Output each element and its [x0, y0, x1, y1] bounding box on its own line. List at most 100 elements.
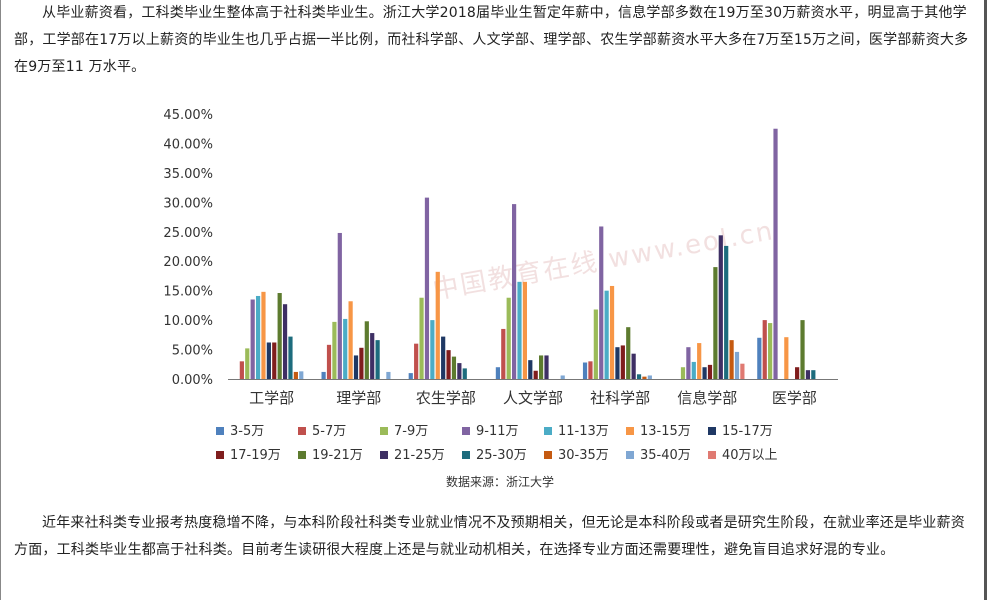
- bar: [364, 321, 369, 379]
- bar: [768, 323, 773, 379]
- legend-label: 25-30万: [476, 448, 527, 463]
- bar: [506, 297, 511, 379]
- bar: [642, 376, 647, 379]
- legend-label: 30-35万: [558, 448, 609, 463]
- y-tick-label: 45.00%: [163, 108, 213, 123]
- legend-swatch: [708, 427, 716, 435]
- left-border: [0, 0, 1, 600]
- legend-swatch: [626, 451, 634, 459]
- bar: [424, 197, 430, 379]
- bar: [691, 361, 696, 379]
- bar: [609, 285, 615, 379]
- y-tick-label: 5.00%: [172, 344, 213, 359]
- bar: [414, 343, 419, 379]
- legend-label: 17-19万: [230, 448, 281, 463]
- y-tick-label: 25.00%: [163, 226, 213, 241]
- bar: [288, 336, 293, 379]
- bar: [631, 353, 636, 379]
- bar: [261, 291, 266, 379]
- right-border: [984, 0, 987, 600]
- y-tick-label: 20.00%: [163, 255, 213, 270]
- bar: [757, 337, 762, 379]
- bar: [729, 340, 734, 379]
- legend-label: 5-7万: [312, 424, 346, 439]
- bar: [446, 350, 451, 379]
- y-tick-label: 15.00%: [163, 285, 213, 300]
- bar: [680, 367, 686, 379]
- bar: [457, 363, 462, 379]
- bar: [582, 362, 588, 379]
- y-tick-label: 40.00%: [163, 137, 213, 152]
- bar: [299, 371, 304, 379]
- bar: [707, 364, 713, 379]
- bar: [419, 297, 424, 379]
- bar: [686, 347, 691, 379]
- bar: [408, 373, 413, 379]
- x-tick-label: 信息学部: [677, 389, 737, 407]
- legend-swatch: [544, 451, 552, 459]
- bar: [326, 344, 332, 379]
- bar: [697, 343, 702, 379]
- bar: [762, 320, 767, 379]
- bar: [636, 374, 642, 379]
- bar: [272, 342, 277, 379]
- legend-label: 15-17万: [722, 424, 773, 439]
- bar: [343, 318, 348, 379]
- bar: [528, 360, 533, 379]
- legend-label: 9-11万: [476, 424, 519, 439]
- bar: [359, 347, 364, 379]
- bar: [615, 347, 620, 379]
- y-tick-label: 0.00%: [172, 373, 213, 388]
- bar: [501, 328, 506, 379]
- legend-swatch: [462, 427, 470, 435]
- bar: [512, 204, 517, 379]
- closing-paragraph: 近年来社科类专业报考热度稳增不降，与本科阶段社科类专业就业情况不及预期相关，但无…: [14, 515, 965, 558]
- x-tick-label: 农生学部: [416, 389, 476, 407]
- bar: [599, 226, 604, 379]
- bar: [321, 371, 326, 379]
- bar: [370, 333, 375, 379]
- bar: [713, 267, 718, 379]
- bar: [239, 361, 244, 379]
- legend-label: 7-9万: [394, 424, 428, 439]
- legend-swatch: [298, 451, 306, 459]
- bar: [734, 351, 740, 379]
- legend-swatch: [626, 427, 634, 435]
- bar: [620, 345, 625, 379]
- intro-paragraph: 从毕业薪资看，工科类毕业生整体高于社科类毕业生。浙江大学2018届毕业生暂定年薪…: [14, 5, 969, 75]
- bar: [441, 336, 446, 379]
- legend-swatch: [216, 451, 224, 459]
- legend-label: 13-15万: [640, 424, 691, 439]
- legend-label: 11-13万: [558, 424, 609, 439]
- bar: [522, 281, 527, 379]
- bar: [773, 128, 778, 379]
- bar: [293, 371, 298, 379]
- bar: [282, 304, 288, 379]
- bar: [805, 370, 811, 379]
- bar: [539, 355, 544, 379]
- bar: [375, 340, 380, 379]
- legend-label: 35-40万: [640, 448, 691, 463]
- bar: [544, 355, 549, 379]
- bar: [626, 327, 631, 379]
- x-tick-label: 理学部: [336, 389, 381, 407]
- bar: [702, 367, 707, 379]
- bar: [740, 363, 745, 379]
- bar: [718, 235, 723, 379]
- bar: [332, 321, 337, 379]
- bar: [451, 356, 457, 379]
- legend-swatch: [708, 451, 716, 459]
- bar: [386, 371, 391, 379]
- bar: [462, 368, 467, 379]
- bar: [533, 370, 538, 379]
- bar: [495, 367, 500, 379]
- bar: [348, 301, 353, 379]
- bar: [647, 375, 652, 379]
- bar: [255, 295, 261, 379]
- bar: [560, 375, 565, 379]
- bar: [435, 271, 440, 379]
- bar: [724, 245, 729, 379]
- legend-label: 3-5万: [230, 424, 264, 439]
- bar: [811, 370, 816, 379]
